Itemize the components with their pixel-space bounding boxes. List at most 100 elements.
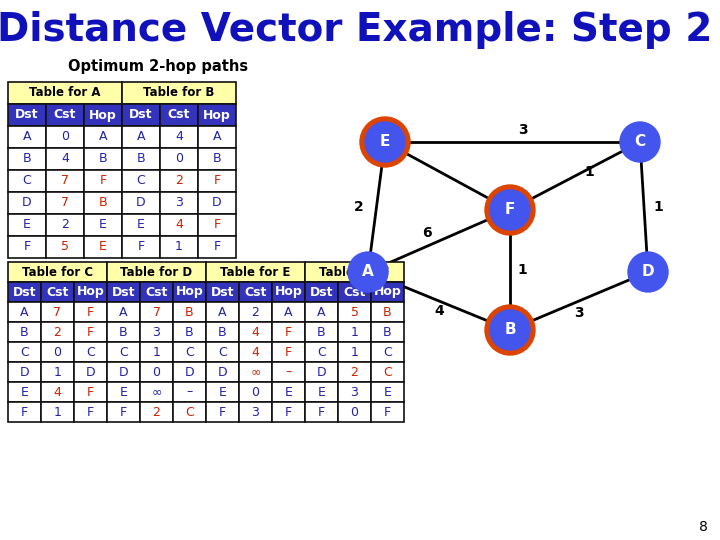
Text: F: F <box>87 406 94 419</box>
Bar <box>272 302 305 322</box>
Text: Dst: Dst <box>130 109 153 122</box>
Text: 4: 4 <box>61 152 69 165</box>
Bar <box>8 148 46 170</box>
Text: 1: 1 <box>653 200 663 214</box>
Bar <box>173 402 206 422</box>
Text: F: F <box>318 406 325 419</box>
Bar <box>206 322 239 342</box>
Bar <box>140 402 173 422</box>
Bar <box>338 362 371 382</box>
Text: F: F <box>87 386 94 399</box>
Text: C: C <box>218 346 227 359</box>
Text: Table for C: Table for C <box>22 266 93 279</box>
Bar <box>239 362 272 382</box>
Text: F: F <box>24 240 30 253</box>
Bar <box>84 214 122 236</box>
Bar <box>122 82 236 104</box>
Text: Optimum 2-hop paths: Optimum 2-hop paths <box>68 58 248 73</box>
Bar <box>338 342 371 362</box>
Text: B: B <box>383 306 392 319</box>
Bar <box>239 282 272 302</box>
Bar <box>41 382 74 402</box>
Text: D: D <box>22 197 32 210</box>
Text: C: C <box>22 174 32 187</box>
Bar <box>140 282 173 302</box>
Text: A: A <box>23 131 31 144</box>
Bar <box>41 402 74 422</box>
Text: 0: 0 <box>153 366 161 379</box>
Bar <box>160 170 198 192</box>
Text: E: E <box>219 386 226 399</box>
Bar <box>305 322 338 342</box>
Bar <box>140 362 173 382</box>
Bar <box>46 148 84 170</box>
Bar <box>198 214 236 236</box>
Bar <box>272 342 305 362</box>
Text: D: D <box>136 197 146 210</box>
Text: 1: 1 <box>175 240 183 253</box>
Circle shape <box>620 122 660 162</box>
Text: 4: 4 <box>53 386 61 399</box>
Bar <box>198 192 236 214</box>
Bar <box>198 126 236 148</box>
Text: 2: 2 <box>175 174 183 187</box>
Text: C: C <box>634 134 646 150</box>
Text: 2: 2 <box>61 219 69 232</box>
Text: E: E <box>384 386 392 399</box>
Text: B: B <box>383 326 392 339</box>
Bar <box>46 236 84 258</box>
Text: –: – <box>285 366 292 379</box>
Bar <box>122 104 160 126</box>
Bar <box>206 362 239 382</box>
Bar <box>206 262 305 282</box>
Bar <box>173 302 206 322</box>
Bar <box>272 382 305 402</box>
Bar <box>41 282 74 302</box>
Bar <box>107 342 140 362</box>
Bar <box>8 322 41 342</box>
Text: 2: 2 <box>153 406 161 419</box>
Text: 7: 7 <box>61 197 69 210</box>
Bar <box>160 214 198 236</box>
Text: 0: 0 <box>53 346 61 359</box>
Text: 8: 8 <box>699 520 708 534</box>
Text: D: D <box>212 197 222 210</box>
Text: 1: 1 <box>584 165 594 179</box>
Bar <box>41 322 74 342</box>
Bar <box>173 382 206 402</box>
Text: A: A <box>99 131 107 144</box>
Bar <box>46 170 84 192</box>
Bar <box>122 236 160 258</box>
Bar <box>305 402 338 422</box>
Text: C: C <box>137 174 145 187</box>
Circle shape <box>485 305 535 355</box>
Bar <box>74 362 107 382</box>
Text: E: E <box>284 386 292 399</box>
Text: 1: 1 <box>351 346 359 359</box>
Bar <box>8 382 41 402</box>
Bar <box>173 322 206 342</box>
Bar <box>74 322 107 342</box>
Bar <box>371 282 404 302</box>
Text: Distance Vector Example: Step 2: Distance Vector Example: Step 2 <box>0 11 713 49</box>
Bar <box>206 282 239 302</box>
Text: A: A <box>120 306 127 319</box>
Circle shape <box>365 122 405 162</box>
Text: ∞: ∞ <box>151 386 162 399</box>
Bar <box>371 402 404 422</box>
Text: Cst: Cst <box>244 286 266 299</box>
Text: C: C <box>185 346 194 359</box>
Bar <box>239 402 272 422</box>
Text: C: C <box>119 346 128 359</box>
Bar <box>198 148 236 170</box>
Bar <box>173 342 206 362</box>
Bar <box>338 282 371 302</box>
Bar <box>140 322 173 342</box>
Bar <box>173 282 206 302</box>
Bar <box>107 262 206 282</box>
Bar <box>8 170 46 192</box>
Bar <box>74 402 107 422</box>
Bar <box>160 192 198 214</box>
Bar <box>46 126 84 148</box>
Text: 4: 4 <box>434 304 444 318</box>
